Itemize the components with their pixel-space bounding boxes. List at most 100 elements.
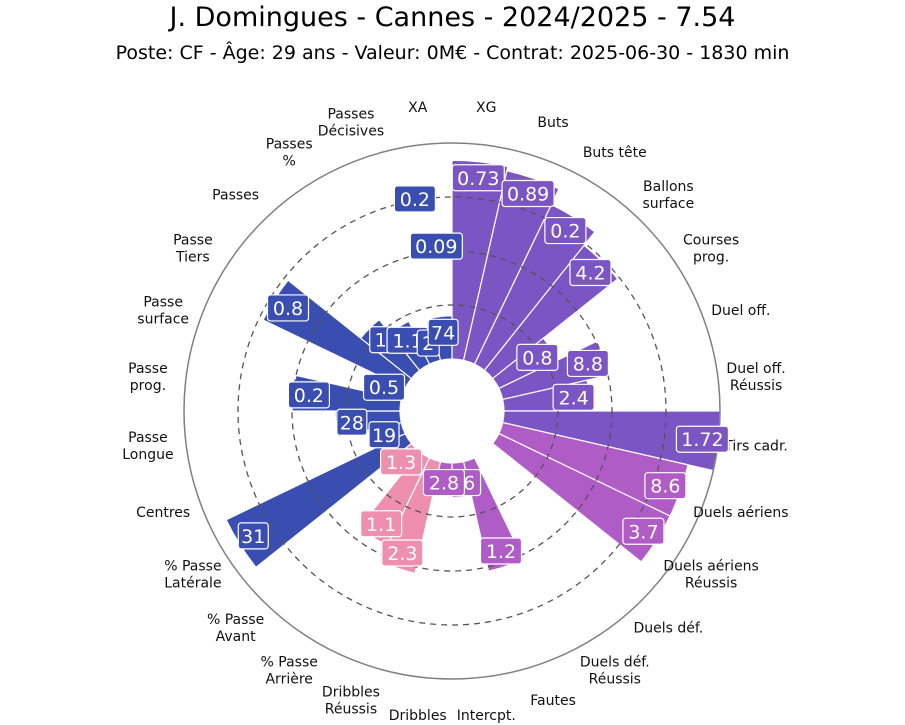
category-label: Ballons surface <box>642 179 694 212</box>
category-label: Passes <box>212 188 259 204</box>
category-label: % Passe Latérale <box>164 558 221 591</box>
value-label-text: 0.09 <box>415 236 457 258</box>
category-label: Passes Décisives <box>318 107 384 140</box>
category-label: Intercpt. <box>457 708 516 724</box>
value-label-extra: 0.09 <box>409 232 463 260</box>
category-label: XA <box>408 100 428 116</box>
category-label: Passe Longue <box>122 430 173 463</box>
value-label-text: 19 <box>372 425 396 447</box>
value-label-bg <box>479 537 523 565</box>
value-label-text: 0.73 <box>457 168 499 190</box>
value-label-bg <box>287 381 331 409</box>
value-label-bg <box>362 373 406 401</box>
value-label: 1.72 <box>675 425 730 453</box>
value-label: 8.8 <box>566 349 610 378</box>
category-label: Duels aériens Réussis <box>663 558 759 591</box>
value-label-bg <box>266 294 310 322</box>
value-label-bg <box>516 343 559 371</box>
value-label-bg <box>336 408 368 436</box>
value-label-text: 28 <box>340 412 364 434</box>
value-label-extra: 0.2 <box>393 185 436 213</box>
value-label-text: 4.2 <box>575 263 605 285</box>
category-label: XG <box>476 100 496 116</box>
value-label-bg <box>622 517 665 545</box>
value-label-text: 0.2 <box>550 221 580 243</box>
category-label: Tirs cadr. <box>723 438 788 454</box>
category-label: Dribbles <box>389 708 447 724</box>
value-label-bg <box>237 522 269 550</box>
category-label: Passe prog. <box>128 361 168 394</box>
value-label-text: 2.8 <box>429 473 459 495</box>
value-label-text: 74 <box>431 322 455 344</box>
value-label-bg <box>381 539 424 567</box>
value-label-text: 1.3 <box>386 452 416 474</box>
value-label: 2.4 <box>552 383 595 411</box>
value-label-bg <box>409 232 463 260</box>
value-label-bg <box>544 216 587 245</box>
value-label: 0.89 <box>501 179 555 208</box>
chart-title: J. Domingues - Cannes - 2024/2025 - 7.54 <box>169 2 736 33</box>
value-label-bg <box>393 185 436 213</box>
value-label: 8.6 <box>644 472 687 500</box>
category-label: Duels déf. Réussis <box>580 655 650 688</box>
value-label-text: 1.72 <box>681 429 723 451</box>
category-labels: XG Buts Buts tête Ballons surface Courses prog… <box>122 100 788 724</box>
value-label: 3.7 <box>622 517 665 545</box>
category-label: Passe surface <box>137 294 189 327</box>
category-label: % Passe Avant <box>207 612 264 645</box>
value-label-bg <box>427 318 459 346</box>
category-label: Passe Tiers <box>173 233 213 266</box>
category-label: Duel off. Réussis <box>726 361 785 394</box>
value-label-text: 31 <box>241 526 265 548</box>
value-labels: 0.730.890.24.20.88.82.41.728.63.71.21.62… <box>237 164 730 567</box>
category-label: Duels déf. <box>633 620 703 636</box>
value-label-text: 0.89 <box>507 184 549 206</box>
grid-layer <box>183 142 721 680</box>
category-label: % Passe Arrière <box>261 655 318 688</box>
value-label-bg <box>675 425 730 453</box>
category-label: Duel off. <box>711 303 770 319</box>
value-label: 31 <box>237 522 269 550</box>
value-label: 0.8 <box>266 294 310 322</box>
category-label: Centres <box>136 505 190 521</box>
value-label-text: 1.1 <box>366 514 396 536</box>
category-label: Buts <box>537 115 568 131</box>
value-label: 19 <box>368 421 400 449</box>
value-label: 1.2 <box>479 537 523 565</box>
value-label-bg <box>566 349 610 378</box>
value-label-text: 1 <box>375 330 387 352</box>
category-label: Duels aériens <box>693 505 789 521</box>
value-label-text: 2.4 <box>559 387 589 409</box>
value-label-text: 0.8 <box>273 298 303 320</box>
grid-ring-2 <box>237 196 667 626</box>
outer-ring <box>183 142 721 680</box>
value-label: 0.5 <box>362 373 406 401</box>
category-label: Dribbles Réussis <box>322 684 380 717</box>
chart-subtitle: Poste: CF - Âge: 29 ans - Valeur: 0M€ - … <box>115 42 790 64</box>
category-label: Courses prog. <box>683 233 739 266</box>
value-label-bg <box>569 258 612 287</box>
value-label: 1 <box>369 326 393 354</box>
value-label-text: 0.2 <box>294 385 324 407</box>
value-label: 2.8 <box>422 468 466 497</box>
inner-hole <box>400 359 504 463</box>
value-label-text: 3.7 <box>628 521 658 543</box>
value-label-text: 0.5 <box>369 377 399 399</box>
value-label-bg <box>360 510 403 538</box>
category-label: Passes% <box>266 136 313 169</box>
value-label: 0.8 <box>516 343 559 371</box>
value-label-text: 1.1 <box>392 330 422 352</box>
value-label-bg <box>422 468 466 497</box>
value-label: 0.2 <box>544 216 587 245</box>
value-label-text: 2.3 <box>387 543 417 565</box>
value-label-text: 0.8 <box>522 347 552 369</box>
value-label: 74 <box>427 318 459 346</box>
value-label: 0.2 <box>287 381 331 409</box>
value-label: 4.2 <box>569 258 612 287</box>
value-label: 28 <box>336 408 368 436</box>
value-label: 1.1 <box>360 510 403 538</box>
value-label-bg <box>368 421 400 449</box>
value-label: 2.3 <box>381 539 424 567</box>
value-label-bg <box>379 448 423 476</box>
